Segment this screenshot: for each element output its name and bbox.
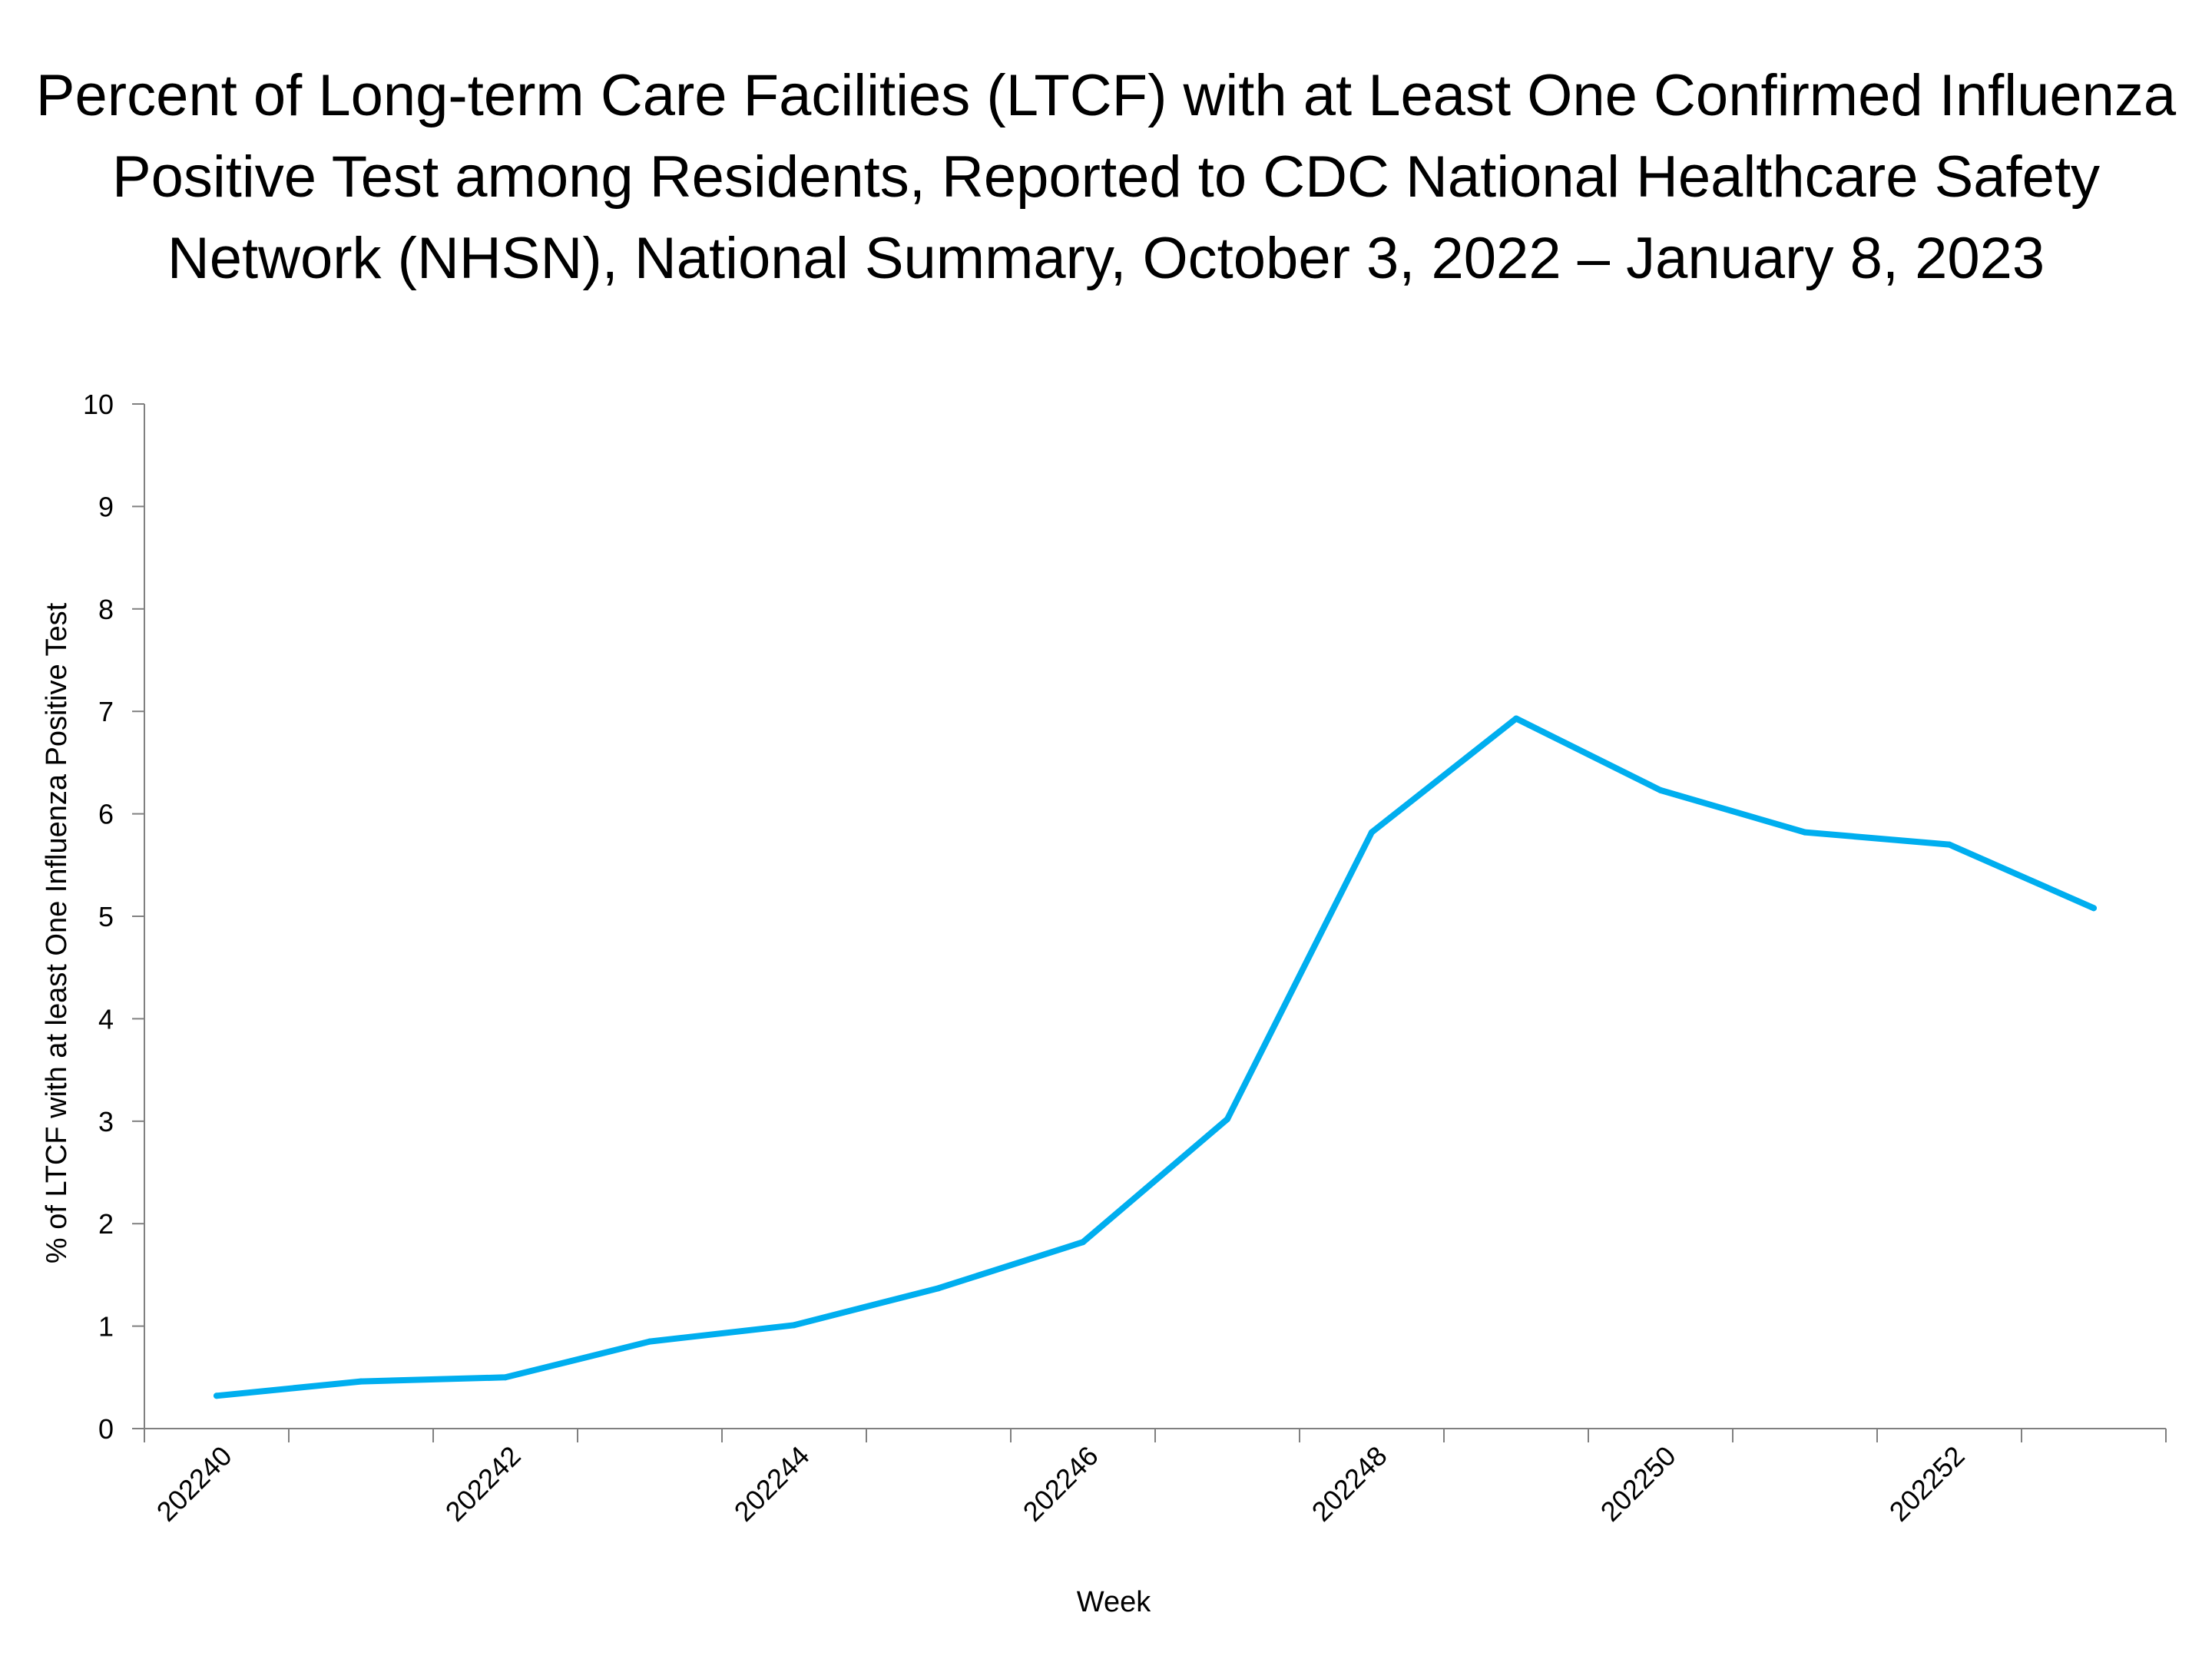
- x-axis-title: Week: [1077, 1586, 1151, 1618]
- data-point: [358, 1378, 364, 1385]
- x-tick-label: 202252: [1883, 1440, 1971, 1528]
- series-line: [214, 715, 2097, 1399]
- data-point: [214, 1392, 220, 1399]
- series-layer: [214, 715, 2097, 1399]
- y-axis: 0 1 2 3 4 5 6 7 8 9 10: [83, 389, 145, 1445]
- data-point: [1657, 786, 1664, 793]
- x-axis: 202240 202242 202244 202246 202248 202250 2022…: [144, 1428, 2167, 1528]
- chart-title: Percent of Long-term Care Facilities (LT…: [0, 55, 2212, 300]
- data-point: [1802, 829, 1808, 836]
- y-tick-label: 1: [98, 1311, 114, 1343]
- chart-title-line-1: Percent of Long-term Care Facilities (LT…: [35, 63, 2177, 128]
- data-point: [935, 1285, 942, 1292]
- data-point: [1946, 841, 1952, 848]
- y-tick-label: 7: [98, 696, 114, 727]
- chart-title-line-2: Positive Test among Residents, Reported …: [111, 144, 2101, 210]
- data-point: [647, 1338, 653, 1345]
- x-tick-label: 202240: [151, 1440, 238, 1528]
- data-point: [1369, 829, 1375, 836]
- y-tick-label: 5: [98, 901, 114, 932]
- y-tick-label: 10: [83, 389, 114, 420]
- x-tick-label: 202246: [1017, 1440, 1104, 1528]
- y-tick-label: 9: [98, 491, 114, 522]
- data-point: [1080, 1239, 1086, 1246]
- y-axis-title: % of LTCF with at least One Influenza Po…: [41, 602, 73, 1263]
- y-tick-label: 8: [98, 594, 114, 625]
- x-tick-label: 202250: [1594, 1440, 1682, 1528]
- chart-title-line-3: Network (NHSN), National Summary, Octobe…: [167, 226, 2045, 291]
- y-tick-label: 3: [98, 1106, 114, 1137]
- y-tick-label: 6: [98, 799, 114, 830]
- x-tick-label: 202242: [439, 1440, 527, 1528]
- x-tick-label: 202248: [1306, 1440, 1393, 1528]
- x-tick-label: 202244: [728, 1440, 816, 1528]
- data-point: [791, 1322, 797, 1329]
- data-point: [1224, 1116, 1230, 1123]
- y-tick-label: 2: [98, 1208, 114, 1240]
- data-point: [1513, 715, 1519, 722]
- y-tick-label: 0: [98, 1413, 114, 1445]
- data-point: [2091, 905, 2097, 912]
- data-point: [502, 1374, 508, 1381]
- y-tick-label: 4: [98, 1003, 114, 1035]
